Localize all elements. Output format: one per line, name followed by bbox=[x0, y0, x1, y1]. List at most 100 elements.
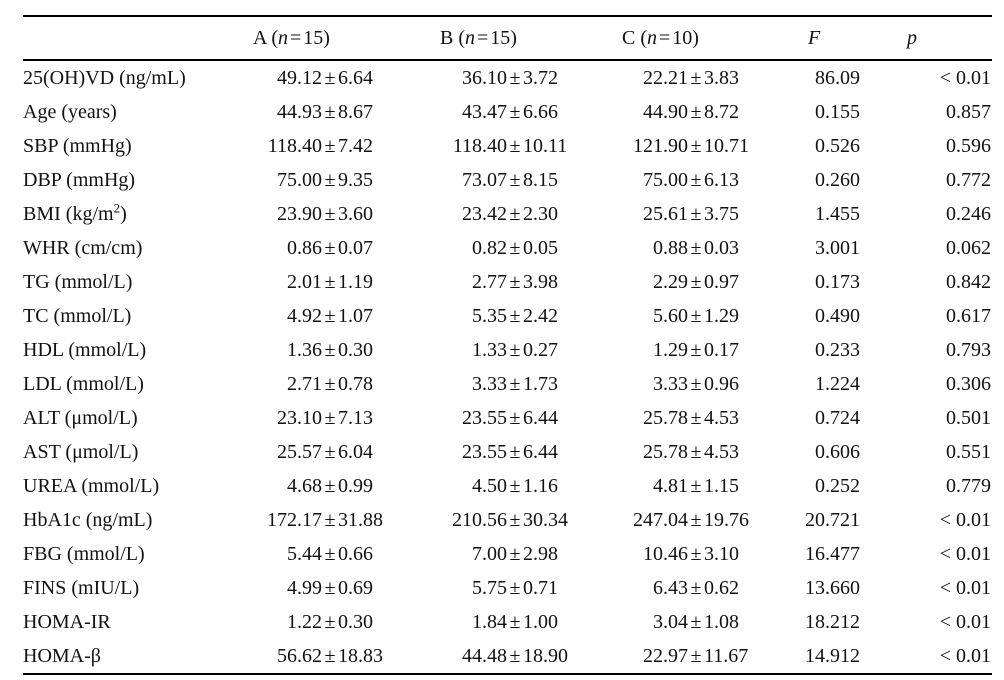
mean-value: 25.61 bbox=[643, 202, 688, 225]
sd-value: 0.97 bbox=[703, 270, 739, 293]
f-statistic-value: 0.724 bbox=[815, 406, 860, 429]
mean-value: 4.99 bbox=[287, 576, 322, 599]
row-label-text: HOMA-β bbox=[23, 644, 101, 667]
row-label-text: TC (mmol/L) bbox=[23, 304, 132, 327]
plus-minus-symbol: ± bbox=[324, 440, 336, 463]
f-statistic-value: 0.155 bbox=[815, 100, 860, 123]
sd-value: 3.98 bbox=[522, 270, 558, 293]
mean-value: 36.10 bbox=[462, 66, 507, 89]
mean-value: 118.40 bbox=[267, 134, 322, 157]
p-value: 0.501 bbox=[946, 406, 991, 429]
sd-value: 4.53 bbox=[703, 440, 739, 463]
sd-value: 2.98 bbox=[522, 542, 558, 565]
plus-minus-symbol: ± bbox=[324, 610, 336, 633]
f-statistic-value: 0.252 bbox=[815, 474, 860, 497]
sd-value: 0.30 bbox=[337, 610, 373, 633]
p-value: < 0.01 bbox=[939, 66, 991, 89]
value-group-c: 75.00 ±6.13 bbox=[622, 163, 803, 197]
row-label-text: 25(OH)VD (ng/mL) bbox=[23, 66, 186, 89]
row-label: HOMA-IR bbox=[23, 605, 253, 639]
sd-value: 3.10 bbox=[703, 542, 739, 565]
mean-value: 5.60 bbox=[653, 304, 688, 327]
plus-minus-symbol: ± bbox=[690, 304, 702, 327]
value-group-b: 7.00 ±2.98 bbox=[440, 537, 622, 571]
mean-value: 5.75 bbox=[472, 576, 507, 599]
plus-minus-symbol: ± bbox=[690, 372, 702, 395]
row-label-text: FINS (mIU/L) bbox=[23, 576, 140, 599]
value-group-a: 56.62 ±18.83 bbox=[253, 639, 440, 674]
table-row: WHR (cm/cm) 0.86 ±0.07 0.82 ±0.05 0.88 ±0.03 3.… bbox=[23, 231, 992, 265]
plus-minus-symbol: ± bbox=[690, 508, 702, 531]
mean-value: 0.86 bbox=[287, 236, 322, 259]
p-value: < 0.01 bbox=[939, 542, 991, 565]
header-group-a-nvar: n bbox=[278, 26, 288, 49]
p-value: 0.857 bbox=[946, 100, 991, 123]
sd-value: 3.72 bbox=[522, 66, 558, 89]
header-group-c-count: 10) bbox=[672, 26, 699, 49]
sd-value: 1.08 bbox=[703, 610, 739, 633]
value-group-c: 22.97 ±11.67 bbox=[622, 639, 803, 674]
row-label: Age (years) bbox=[23, 95, 253, 129]
mean-value: 4.81 bbox=[653, 474, 688, 497]
sd-value: 31.88 bbox=[337, 508, 383, 531]
table-row: ALT (μmol/L) 23.10 ±7.13 23.55 ±6.44 25.78 ±4.… bbox=[23, 401, 992, 435]
value-group-b: 118.40 ±10.11 bbox=[440, 129, 622, 163]
table-row: HOMA-β 56.62 ±18.83 44.48 ±18.90 22.97 ±11.67 1… bbox=[23, 639, 992, 674]
mean-value: 75.00 bbox=[643, 168, 688, 191]
p-value: < 0.01 bbox=[939, 644, 991, 667]
value-group-c: 25.61 ±3.75 bbox=[622, 197, 803, 231]
header-group-a: A (n = 15) bbox=[253, 16, 440, 61]
row-label-text: HbA1c (ng/mL) bbox=[23, 508, 153, 531]
sd-value: 19.76 bbox=[703, 508, 749, 531]
mean-value: 23.55 bbox=[462, 440, 507, 463]
sd-value: 0.69 bbox=[337, 576, 373, 599]
value-group-c: 5.60 ±1.29 bbox=[622, 299, 803, 333]
sd-value: 0.03 bbox=[703, 236, 739, 259]
sd-value: 1.00 bbox=[522, 610, 558, 633]
table-row: UREA (mmol/L) 4.68 ±0.99 4.50 ±1.16 4.81 ±1.15… bbox=[23, 469, 992, 503]
plus-minus-symbol: ± bbox=[509, 508, 521, 531]
plus-minus-symbol: ± bbox=[509, 644, 521, 667]
row-label: UREA (mmol/L) bbox=[23, 469, 253, 503]
p-value: 0.793 bbox=[946, 338, 991, 361]
sd-value: 2.30 bbox=[522, 202, 558, 225]
row-label-text: SBP (mmHg) bbox=[23, 134, 132, 157]
mean-value: 44.48 bbox=[462, 644, 507, 667]
value-group-a: 75.00 ±9.35 bbox=[253, 163, 440, 197]
header-p-label: p bbox=[907, 26, 917, 49]
sd-value: 6.04 bbox=[337, 440, 373, 463]
mean-value: 1.84 bbox=[472, 610, 507, 633]
value-group-b: 23.55 ±6.44 bbox=[440, 435, 622, 469]
header-group-c-equals: = bbox=[659, 26, 671, 49]
value-group-c: 10.46 ±3.10 bbox=[622, 537, 803, 571]
sd-value: 6.13 bbox=[703, 168, 739, 191]
header-f-statistic: F bbox=[803, 16, 902, 61]
value-group-b: 210.56 ±30.34 bbox=[440, 503, 622, 537]
sd-value: 0.30 bbox=[337, 338, 373, 361]
mean-value: 44.93 bbox=[277, 100, 322, 123]
mean-value: 23.10 bbox=[277, 406, 322, 429]
plus-minus-symbol: ± bbox=[324, 576, 336, 599]
mean-value: 247.04 bbox=[633, 508, 688, 531]
plus-minus-symbol: ± bbox=[324, 406, 336, 429]
header-row: A (n = 15) B (n = 15) C (n = 10) F p bbox=[23, 16, 992, 61]
value-group-b: 23.42 ±2.30 bbox=[440, 197, 622, 231]
sd-value: 0.27 bbox=[522, 338, 558, 361]
value-group-c: 44.90 ±8.72 bbox=[622, 95, 803, 129]
sd-value: 1.73 bbox=[522, 372, 558, 395]
mean-value: 4.92 bbox=[287, 304, 322, 327]
row-label-text: WHR (cm/cm) bbox=[23, 236, 143, 259]
row-label-text: UREA (mmol/L) bbox=[23, 474, 160, 497]
mean-value: 25.78 bbox=[643, 440, 688, 463]
plus-minus-symbol: ± bbox=[509, 542, 521, 565]
table-row: DBP (mmHg) 75.00 ±9.35 73.07 ±8.15 75.00 ±6.13… bbox=[23, 163, 992, 197]
mean-value: 210.56 bbox=[452, 508, 507, 531]
sd-value: 1.16 bbox=[522, 474, 558, 497]
plus-minus-symbol: ± bbox=[690, 474, 702, 497]
value-group-a: 0.86 ±0.07 bbox=[253, 231, 440, 265]
row-label-text: FBG (mmol/L) bbox=[23, 542, 145, 565]
sd-value: 18.83 bbox=[337, 644, 383, 667]
header-group-b-prefix: B ( bbox=[440, 26, 465, 49]
mean-value: 1.22 bbox=[287, 610, 322, 633]
